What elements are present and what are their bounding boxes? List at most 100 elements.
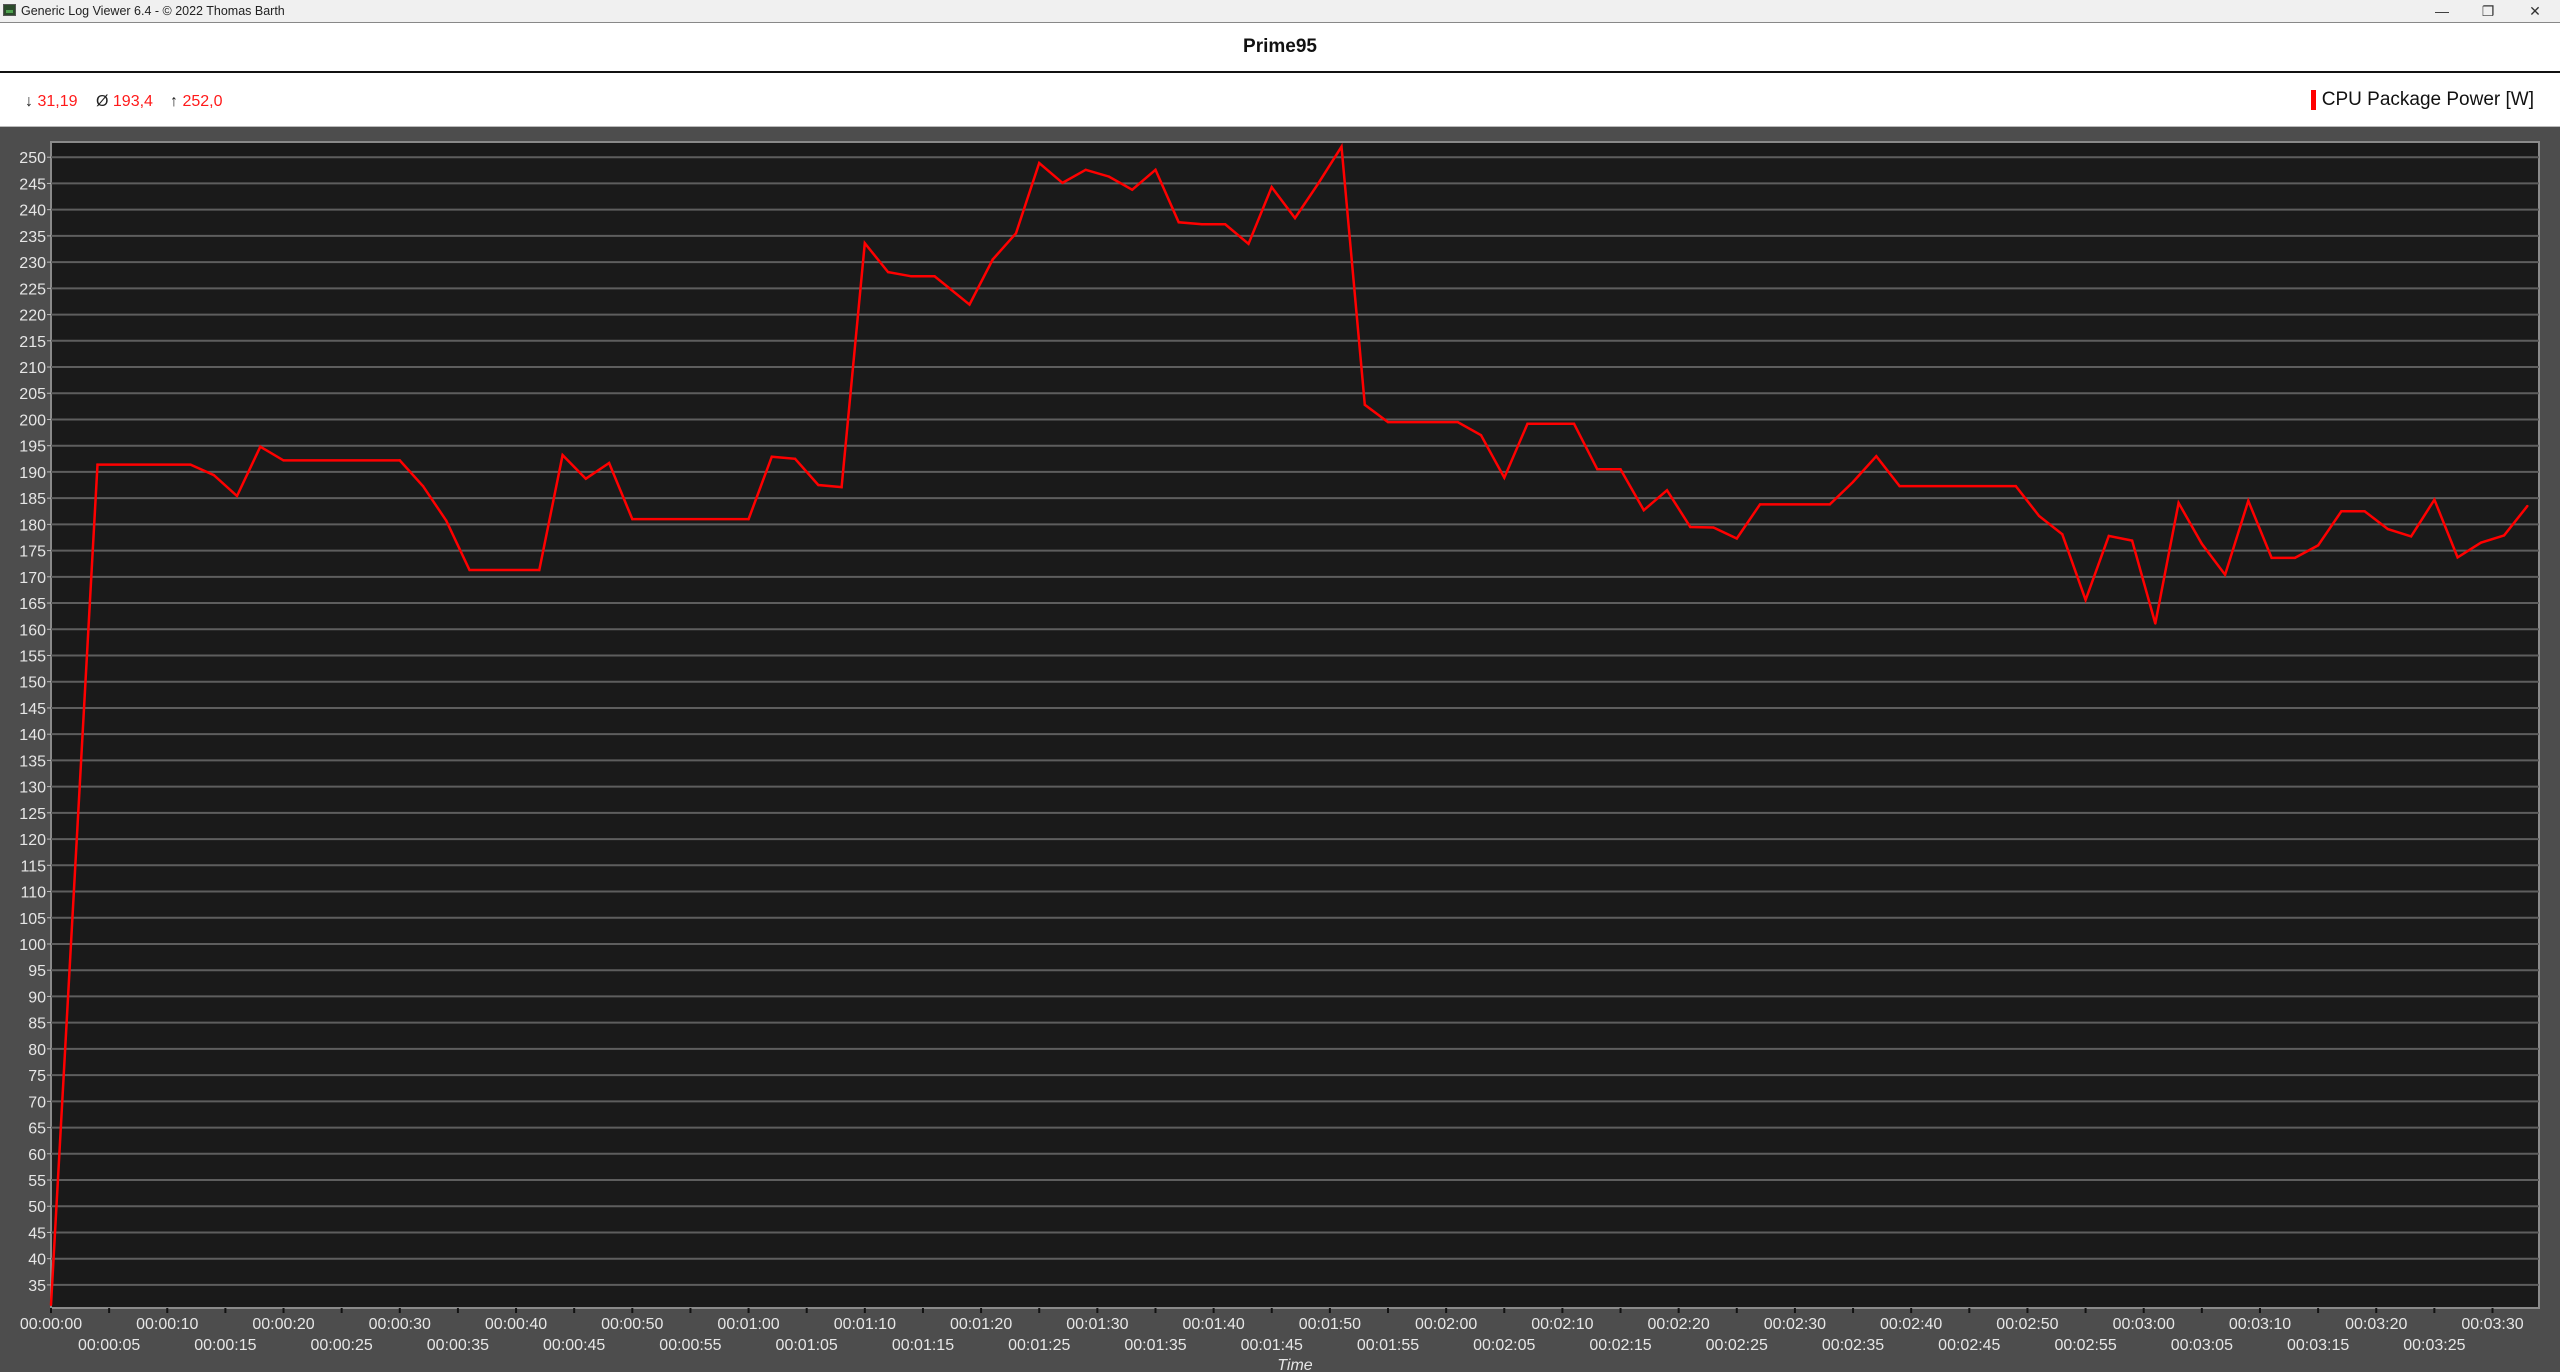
data-point (747, 517, 750, 521)
data-point (1386, 420, 1390, 424)
x-tick-label: 00:01:35 (1124, 1337, 1186, 1354)
stat-min-value: 31,19 (37, 93, 78, 110)
close-icon: ✕ (2529, 2, 2541, 19)
data-point (2479, 541, 2483, 544)
x-axis-title: Time (1277, 1357, 1313, 1372)
y-tick-label: 50 (28, 1199, 46, 1216)
data-point (1061, 181, 1064, 185)
x-tick-label: 00:03:30 (2461, 1316, 2523, 1333)
data-point (1828, 503, 1832, 506)
legend-item[interactable]: CPU Package Power [W] (2310, 89, 2534, 111)
y-tick-label: 140 (19, 727, 46, 744)
data-point (49, 1303, 53, 1307)
data-point (817, 483, 820, 487)
data-point (2223, 573, 2227, 576)
x-tick-label: 00:01:25 (1008, 1337, 1070, 1354)
data-point (2107, 534, 2111, 538)
y-tick-label: 230 (19, 255, 46, 272)
minimize-button[interactable]: — (2419, 0, 2465, 22)
close-button[interactable]: ✕ (2512, 0, 2558, 22)
data-point (2014, 484, 2018, 488)
arrow-down-icon: ↓ (25, 93, 33, 110)
data-point (1084, 168, 1087, 171)
x-tick-label: 00:00:30 (369, 1316, 431, 1333)
x-tick-label: 00:00:20 (252, 1316, 314, 1333)
x-tick-label: 00:03:20 (2345, 1316, 2407, 1333)
x-tick-label: 00:00:15 (194, 1337, 256, 1354)
x-tick-label: 00:00:45 (543, 1337, 605, 1354)
data-point (538, 568, 541, 572)
x-tick-label: 00:00:05 (78, 1337, 140, 1354)
data-point (2293, 556, 2297, 560)
x-tick-label: 00:02:25 (1706, 1337, 1768, 1354)
y-tick-label: 215 (19, 334, 46, 351)
chart-header: Prime95 (0, 23, 2560, 73)
y-tick-label: 95 (28, 963, 46, 980)
x-tick-label: 00:01:30 (1066, 1316, 1128, 1333)
restore-button[interactable]: ❐ (2465, 0, 2511, 22)
x-tick-label: 00:01:15 (892, 1337, 954, 1354)
y-tick-label: 240 (19, 203, 46, 220)
x-tick-label: 00:03:15 (2287, 1337, 2349, 1354)
data-point (910, 275, 913, 278)
data-point (584, 477, 588, 480)
y-tick-label: 80 (28, 1042, 46, 1059)
y-tick-label: 100 (19, 937, 46, 954)
data-point (2526, 504, 2529, 508)
y-tick-label: 185 (19, 491, 46, 508)
data-point (1456, 420, 1459, 424)
data-point (561, 453, 564, 457)
x-tick-label: 00:00:10 (136, 1316, 198, 1333)
data-point (2386, 527, 2390, 531)
data-point (2037, 514, 2041, 518)
y-tick-label: 35 (28, 1278, 46, 1295)
data-point (398, 459, 401, 462)
x-tick-label: 00:01:50 (1299, 1316, 1361, 1333)
data-point (2409, 535, 2413, 538)
data-point (1247, 242, 1250, 245)
y-tick-label: 130 (19, 780, 46, 797)
data-point (1572, 422, 1576, 425)
y-tick-label: 220 (19, 308, 46, 325)
y-tick-label: 225 (19, 281, 46, 298)
stat-min: ↓ 31,19 (25, 93, 78, 111)
y-tick-label: 145 (19, 701, 46, 718)
x-tick-label: 00:02:35 (1822, 1337, 1884, 1354)
plot-area (50, 141, 2540, 1309)
y-tick-label: 70 (28, 1094, 46, 1111)
x-tick-label: 00:00:40 (485, 1316, 547, 1333)
data-point (1293, 216, 1297, 220)
stat-avg-value: 193,4 (112, 93, 153, 110)
minimize-icon: — (2435, 3, 2449, 19)
data-point (2340, 510, 2343, 513)
data-point (991, 258, 994, 261)
x-tick-label: 00:01:55 (1357, 1337, 1419, 1354)
data-point (1689, 525, 1692, 529)
stat-max: ↑ 252,0 (170, 93, 223, 111)
data-point (2502, 534, 2506, 537)
data-point (1619, 468, 1622, 471)
x-tick-label: 00:03:00 (2113, 1316, 2175, 1333)
chart-title: Prime95 (1243, 36, 1317, 57)
data-point (1712, 526, 1715, 529)
y-tick-label: 250 (19, 150, 46, 167)
x-tick-label: 00:01:05 (776, 1337, 838, 1354)
data-point (2433, 498, 2436, 501)
data-point (1107, 175, 1111, 178)
data-point (631, 517, 634, 521)
data-point (468, 568, 471, 572)
data-point (793, 457, 797, 461)
arrow-up-icon: ↑ (170, 93, 178, 110)
legend-label: CPU Package Power [W] (2321, 89, 2534, 110)
data-point (1270, 185, 1273, 189)
data-point (2200, 542, 2204, 545)
data-point (1596, 468, 1599, 471)
data-point (1154, 168, 1157, 171)
y-tick-label: 195 (19, 439, 46, 456)
data-point (2363, 510, 2366, 513)
y-tick-label: 160 (19, 622, 46, 639)
data-point (282, 459, 285, 462)
window-title: Generic Log Viewer 6.4 - © 2022 Thomas B… (21, 4, 285, 18)
x-tick-label: 00:02:05 (1473, 1337, 1535, 1354)
